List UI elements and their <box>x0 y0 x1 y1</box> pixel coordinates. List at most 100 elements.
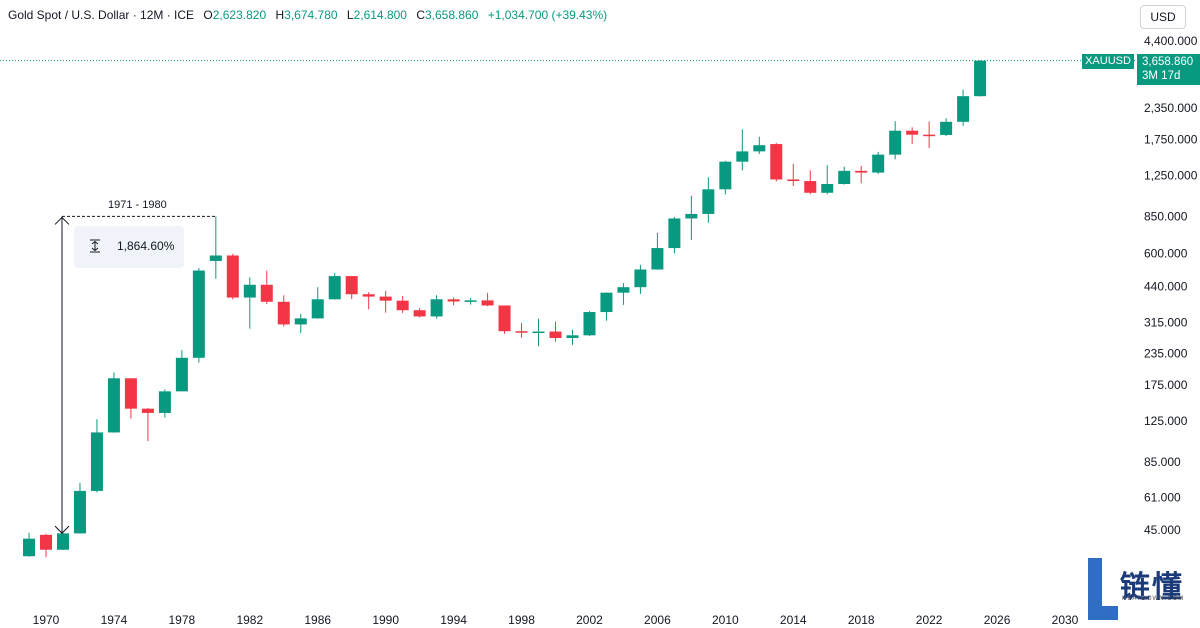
candle-body <box>889 130 902 155</box>
y-tick-label: 175.000 <box>1144 378 1188 392</box>
last-price-value: 3,658.860 <box>1142 56 1194 68</box>
high-label: H <box>275 8 285 22</box>
candle <box>617 283 630 305</box>
candle <box>124 378 137 419</box>
candle-body <box>940 121 953 135</box>
candle-body <box>515 331 528 333</box>
candle <box>328 273 341 300</box>
candle-body <box>192 270 205 358</box>
watermark-logo: 链懂 NEATDOWN.COM <box>1080 556 1200 628</box>
candle <box>192 268 205 363</box>
candle-body <box>294 318 307 325</box>
candle-body <box>243 284 256 298</box>
low-value: 2,614.800 <box>353 8 407 22</box>
x-tick-label: 1970 <box>33 613 60 627</box>
candle <box>685 195 698 241</box>
candle <box>447 297 460 306</box>
candle <box>226 253 239 300</box>
candle <box>73 482 86 534</box>
candle-body <box>73 490 86 534</box>
x-tick-label: 2026 <box>984 613 1011 627</box>
y-tick-label: 85.000 <box>1144 455 1181 469</box>
measure-tool[interactable] <box>54 215 216 535</box>
candle-body <box>549 331 562 339</box>
candle-body <box>141 408 154 413</box>
candle-body <box>90 432 103 491</box>
candle-body <box>158 391 171 413</box>
candle <box>702 177 715 223</box>
measure-percent: 1,864.60% <box>117 239 175 253</box>
x-tick-label: 1990 <box>372 613 399 627</box>
candle <box>634 264 647 294</box>
candle <box>719 160 732 195</box>
logo-mark <box>1088 558 1102 620</box>
candle-body <box>56 533 69 550</box>
candle <box>566 329 579 345</box>
y-tick-label: 315.000 <box>1144 315 1188 329</box>
last-price-tag: 3,658.860 3M 17d <box>1137 54 1200 85</box>
x-tick-label: 2002 <box>576 613 603 627</box>
candle-body <box>923 134 936 137</box>
candle-body <box>855 170 868 173</box>
candle <box>804 170 817 195</box>
high-value: 3,674.780 <box>284 8 338 22</box>
x-tick-label: 2006 <box>644 613 671 627</box>
x-tick-label: 2022 <box>916 613 943 627</box>
candle <box>260 270 273 305</box>
candle-body <box>821 183 834 193</box>
candle <box>294 313 307 334</box>
candle-body <box>617 287 630 293</box>
candle <box>549 321 562 342</box>
candle <box>974 60 987 97</box>
bar-countdown: 3M 17d <box>1142 70 1181 82</box>
candle-body <box>770 144 783 180</box>
candle <box>651 232 664 270</box>
candle-body <box>328 276 341 300</box>
y-tick-label: 45.000 <box>1144 523 1181 537</box>
candle-body <box>396 300 409 311</box>
candle-body <box>498 305 511 332</box>
candle <box>464 297 477 305</box>
measure-arrow-top <box>54 216 70 225</box>
candle-body <box>787 179 800 182</box>
y-tick-label: 61.000 <box>1144 491 1181 505</box>
candle-body <box>685 213 698 219</box>
measure-result-box: 1,864.60% <box>74 226 184 268</box>
price-axis[interactable]: 4,400.000 2,350.000 1,750.000 1,250.000 850.… <box>1144 34 1198 537</box>
candle-body <box>583 312 596 336</box>
symbol-title[interactable]: Gold Spot / U.S. Dollar · 12M · ICE <box>8 8 195 22</box>
candle-body <box>702 189 715 214</box>
candle-body <box>362 294 375 297</box>
logo-text-en: NEATDOWN.COM <box>1122 596 1185 602</box>
candle-body <box>600 292 613 313</box>
x-tick-label: 1974 <box>101 613 128 627</box>
candle <box>362 292 375 310</box>
candle-body <box>226 255 239 298</box>
y-tick-label: 1,750.000 <box>1144 132 1198 146</box>
time-axis[interactable]: 1970 1974 1978 1982 1986 1990 1994 1998 2002 2006… <box>33 613 1079 627</box>
candle-body <box>481 300 494 306</box>
currency-button[interactable]: USD <box>1140 5 1186 29</box>
candle <box>532 318 545 347</box>
candle <box>600 292 613 321</box>
candle <box>855 165 868 184</box>
candle-body <box>464 300 477 302</box>
candle <box>498 305 511 334</box>
candle-body <box>532 331 545 334</box>
y-tick-label: 440.000 <box>1144 280 1188 294</box>
x-tick-label: 2010 <box>712 613 739 627</box>
candle <box>668 217 681 254</box>
candle-body <box>736 151 749 162</box>
candle <box>379 290 392 313</box>
candle-body <box>209 255 222 261</box>
candle <box>107 372 120 433</box>
candle-body <box>838 170 851 184</box>
y-tick-label: 4,400.000 <box>1144 34 1198 48</box>
candle <box>209 216 222 279</box>
x-tick-label: 2030 <box>1052 613 1079 627</box>
candle-body <box>566 335 579 339</box>
candle-body <box>345 276 358 295</box>
candle-body <box>124 378 137 409</box>
change-value: +1,034.700 (+39.43%) <box>487 8 608 22</box>
